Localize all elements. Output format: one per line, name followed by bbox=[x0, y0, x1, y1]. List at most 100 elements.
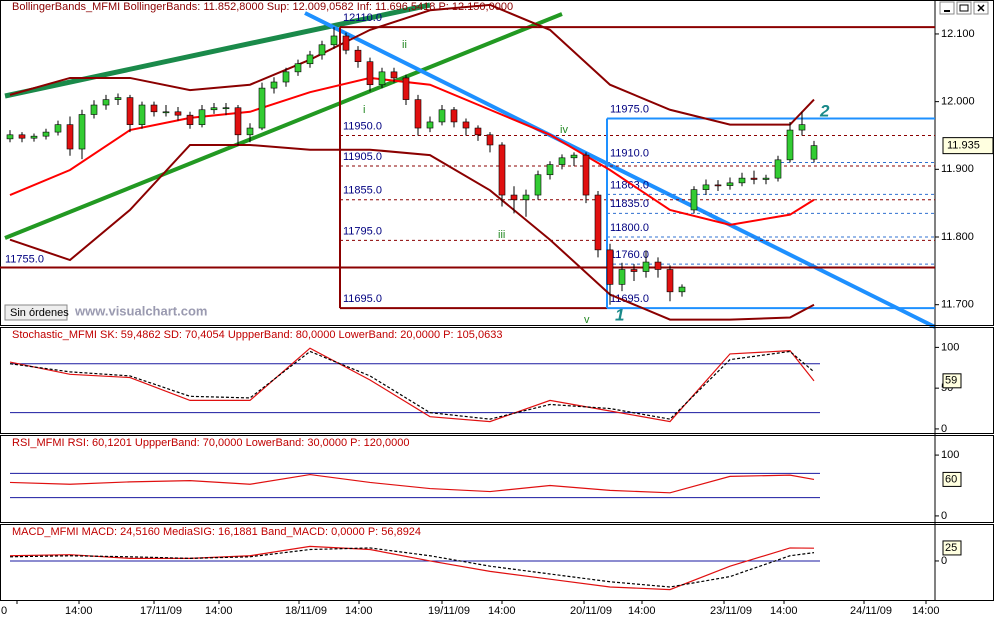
x-tick-label: 14:00 bbox=[770, 605, 798, 617]
candle-body bbox=[546, 164, 554, 176]
candle-body bbox=[690, 189, 698, 211]
candle-body bbox=[42, 131, 50, 137]
last-value-box bbox=[942, 540, 962, 556]
candle-body bbox=[666, 269, 674, 293]
candle-body bbox=[618, 269, 626, 285]
candle-body bbox=[642, 261, 650, 272]
watermark: www.visualchart.com bbox=[74, 303, 207, 318]
x-tick-label: 14:00 bbox=[628, 605, 656, 617]
x-tick-label: 19/11/09 bbox=[428, 605, 470, 617]
candle-body bbox=[474, 127, 482, 136]
level-label: 11910.0 bbox=[610, 147, 649, 159]
candle-body bbox=[678, 286, 686, 293]
candle-body bbox=[162, 111, 170, 114]
candle-body bbox=[126, 97, 134, 125]
candle-body bbox=[738, 177, 746, 184]
candle-body bbox=[426, 121, 434, 129]
candle-body bbox=[222, 107, 230, 110]
y-tick-label: 100 bbox=[941, 449, 959, 461]
candle-body bbox=[102, 99, 110, 106]
candle-body bbox=[54, 124, 62, 133]
wave-label: iii bbox=[498, 229, 505, 241]
maximize-button[interactable] bbox=[956, 1, 972, 15]
candle-body bbox=[66, 124, 74, 150]
status-box bbox=[4, 304, 68, 321]
panel-title: MACD_MFMI MACD: 24,5160 MediaSIG: 16,188… bbox=[12, 526, 421, 538]
candle-body bbox=[726, 182, 734, 186]
x-tick-label: 23/11/09 bbox=[710, 605, 752, 617]
y-tick-label: 0 bbox=[941, 555, 947, 567]
panel-title: Stochastic_MFMI SK: 59,4862 SD: 70,4054 … bbox=[12, 329, 502, 341]
wave-label: 2 bbox=[819, 101, 830, 120]
last-value-label: 60 bbox=[945, 473, 957, 485]
candle-body bbox=[390, 71, 398, 79]
wave-label: iv bbox=[560, 124, 568, 136]
candle-body bbox=[294, 63, 302, 73]
candle-body bbox=[786, 129, 794, 161]
wave-label: v bbox=[584, 314, 590, 326]
level-label: 11855.0 bbox=[343, 185, 382, 197]
level-label: 11800.0 bbox=[610, 222, 649, 234]
panel-title: RSI_MFMI RSI: 60,1201 UppperBand: 70,000… bbox=[12, 437, 410, 449]
level-label: 11950.0 bbox=[343, 120, 382, 132]
candle-body bbox=[762, 177, 770, 180]
candle-body bbox=[150, 104, 158, 113]
candle-body bbox=[354, 49, 362, 63]
wave-label: i bbox=[363, 104, 365, 116]
candle-body bbox=[18, 134, 26, 139]
candle-body bbox=[594, 194, 602, 251]
rsi-line bbox=[9, 473, 815, 494]
x-tick-label: 14:00 bbox=[345, 605, 373, 617]
candle-body bbox=[330, 35, 338, 46]
last-price-label: 11.935 bbox=[947, 140, 980, 152]
candle-body bbox=[798, 124, 806, 131]
candle-body bbox=[750, 177, 758, 180]
x-tick-label: 14:00 bbox=[65, 605, 93, 617]
window-buttons[interactable] bbox=[939, 1, 989, 15]
candle-body bbox=[306, 54, 314, 65]
x-tick-label: 14:00 bbox=[912, 605, 940, 617]
y-tick-label: 0 bbox=[941, 423, 947, 435]
candle-body bbox=[774, 159, 782, 179]
level-label: 12110.0 bbox=[343, 12, 382, 24]
minimize-button[interactable] bbox=[939, 1, 955, 15]
candle-body bbox=[654, 261, 662, 270]
last-value-label: 59 bbox=[945, 375, 957, 387]
candle-body bbox=[378, 71, 386, 86]
candle-body bbox=[606, 249, 614, 285]
level-label: 11695.0 bbox=[610, 293, 649, 305]
icon bbox=[977, 4, 985, 12]
panel-title: BollingerBands_MFMI BollingerBands: 11.8… bbox=[12, 1, 513, 13]
bollinger-middle bbox=[9, 76, 815, 226]
level-label: 11795.0 bbox=[343, 225, 382, 237]
last-value-box bbox=[942, 373, 962, 389]
macd-line bbox=[9, 545, 815, 591]
candle-body bbox=[714, 184, 722, 187]
candle-body bbox=[498, 144, 506, 196]
candle-body bbox=[486, 134, 494, 146]
macd-signal bbox=[9, 547, 815, 588]
candle-body bbox=[570, 154, 578, 159]
y-tick-label: 0 bbox=[941, 510, 947, 522]
candle-body bbox=[6, 134, 14, 140]
x-tick-label: 18/11/09 bbox=[285, 605, 327, 617]
candle-body bbox=[258, 87, 266, 129]
candle-body bbox=[462, 121, 470, 129]
candle-body bbox=[90, 104, 98, 115]
trend-line bbox=[304, 11, 936, 329]
bollinger-upper bbox=[9, 3, 815, 126]
status: Sin órdenes bbox=[10, 307, 69, 319]
candle-body bbox=[810, 145, 818, 160]
y-tick-label: 11.800 bbox=[941, 231, 974, 243]
candle-body bbox=[702, 184, 710, 190]
candle-body bbox=[318, 44, 326, 56]
last-value-box bbox=[942, 471, 962, 487]
candle-body bbox=[558, 157, 566, 165]
level-label: 11760.0 bbox=[610, 249, 649, 261]
x-tick-label: 24/11/09 bbox=[850, 605, 892, 617]
candle-body bbox=[342, 35, 350, 51]
level-label: 11835.0 bbox=[610, 198, 649, 210]
x-tick-label: 17/11/09 bbox=[140, 605, 182, 617]
